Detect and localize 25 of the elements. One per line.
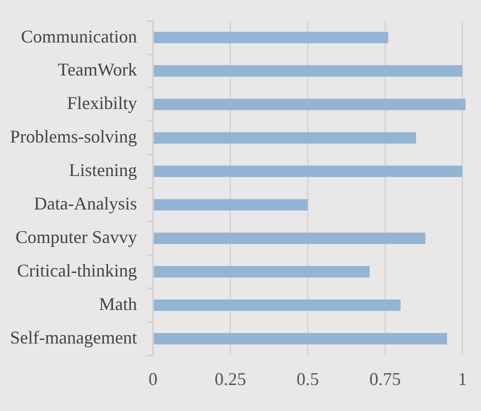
y-tick-label: Critical-thinking — [17, 260, 137, 280]
y-tick-label: TeamWork — [58, 60, 137, 80]
x-tick-label: 0.5 — [296, 368, 319, 389]
y-tick-label: Flexibilty — [66, 93, 137, 114]
x-tick-label: 0.25 — [214, 368, 246, 389]
bar — [154, 166, 462, 178]
bar — [154, 266, 370, 278]
bar — [154, 132, 416, 144]
bar — [154, 232, 426, 244]
x-tick-label: 0 — [148, 368, 158, 389]
y-tick-label: Listening — [69, 160, 137, 180]
bar — [154, 300, 401, 311]
y-tick-label: Communication — [21, 26, 137, 46]
y-tick-label: Self-management — [10, 327, 137, 348]
bar — [154, 199, 308, 211]
x-tick-label: 1 — [458, 368, 467, 389]
bar — [154, 332, 448, 344]
bar — [154, 98, 466, 110]
y-tick-label: Computer Savvy — [16, 227, 137, 248]
bar — [154, 32, 388, 44]
y-tick-label: Data-Analysis — [34, 194, 137, 214]
bar — [154, 65, 462, 77]
y-tick-label: Problems-solving — [10, 126, 137, 147]
y-tick-label: Math — [99, 294, 137, 314]
x-tick-label: 0.75 — [369, 368, 401, 389]
